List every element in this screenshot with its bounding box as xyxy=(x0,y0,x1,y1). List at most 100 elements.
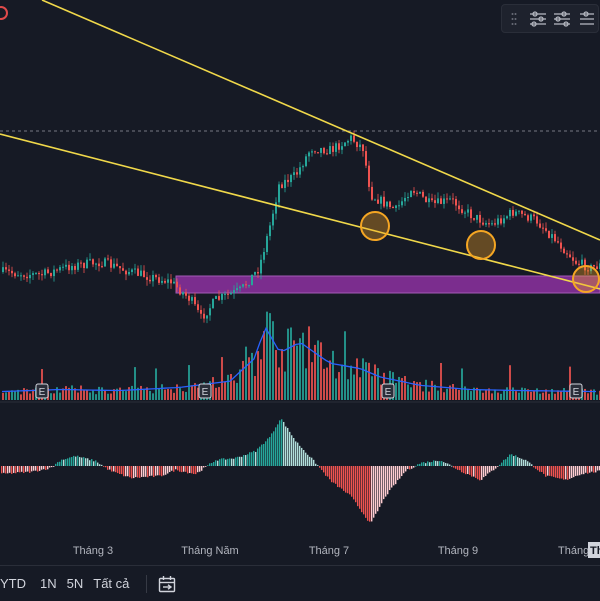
volume-bar xyxy=(596,394,598,400)
histogram-bar xyxy=(549,466,551,476)
alert-marker-icon[interactable] xyxy=(0,6,8,20)
volume-bar xyxy=(137,387,139,400)
volume-bar xyxy=(104,390,106,400)
histogram-bar xyxy=(283,421,285,466)
histogram-bar xyxy=(211,463,213,466)
candle xyxy=(239,286,241,289)
candle xyxy=(284,179,286,188)
volume-bar xyxy=(218,387,220,400)
calendar-range-icon[interactable] xyxy=(157,574,177,594)
candle xyxy=(71,266,73,271)
candle xyxy=(221,293,223,300)
volume-bar xyxy=(506,387,508,400)
volume-bar xyxy=(77,392,79,400)
candle xyxy=(593,264,595,267)
histogram-bar xyxy=(119,466,121,474)
histogram-bar xyxy=(275,427,277,466)
histogram-bar xyxy=(145,466,147,477)
volume-bar xyxy=(248,357,250,400)
histogram-bar xyxy=(537,466,539,471)
histogram-bar xyxy=(595,466,597,473)
candle xyxy=(536,216,538,224)
histogram-bar xyxy=(395,466,397,485)
candle xyxy=(134,268,136,270)
histogram-bar xyxy=(221,458,223,466)
volume-bar xyxy=(236,382,238,400)
volume-bar xyxy=(554,393,556,400)
histogram-bar xyxy=(583,466,585,475)
volume-bar xyxy=(272,321,274,400)
candle xyxy=(392,206,394,209)
indicator-settings-icon[interactable] xyxy=(526,9,550,29)
volume-bar xyxy=(587,393,589,400)
histogram-bar xyxy=(407,466,409,469)
histogram-bar xyxy=(311,457,313,466)
histogram-bar xyxy=(109,466,111,470)
candle xyxy=(149,279,151,282)
earnings-marker-label: E xyxy=(385,387,392,398)
chart-canvas[interactable]: E E E E Tháng 3 Tháng Năm Tháng 7 Tháng 9 T… xyxy=(0,0,600,565)
volume-bar xyxy=(485,389,487,400)
histogram-bar xyxy=(81,457,83,466)
candle xyxy=(206,315,208,319)
volume-bar xyxy=(515,391,517,400)
candle xyxy=(98,263,100,267)
indicator-settings-icon-2[interactable] xyxy=(550,9,574,29)
histogram-bar xyxy=(423,462,425,466)
histogram-bar xyxy=(503,459,505,466)
histogram-bar xyxy=(97,462,99,466)
histogram-bar xyxy=(375,466,377,514)
histogram-bar xyxy=(327,466,329,477)
volume-bar xyxy=(536,388,538,400)
histogram-bar xyxy=(137,466,139,478)
histogram-bar xyxy=(79,457,81,466)
histogram-bar xyxy=(597,466,599,471)
volume-bar xyxy=(116,388,118,400)
histogram-bar xyxy=(313,459,315,466)
volume-bar xyxy=(338,372,340,400)
histogram-bar xyxy=(429,462,431,466)
candle xyxy=(227,293,229,295)
histogram-bar xyxy=(149,466,151,476)
range-ytd-button[interactable]: YTD xyxy=(0,576,26,591)
histogram-bar xyxy=(529,462,531,466)
drag-handle-icon[interactable] xyxy=(502,9,526,29)
histogram-bar xyxy=(359,466,361,509)
candle xyxy=(155,274,157,278)
range-all-button[interactable]: Tất cả xyxy=(93,576,130,591)
candle xyxy=(299,167,301,175)
histogram-bar xyxy=(187,466,189,474)
candle xyxy=(287,179,289,183)
volume-ma-line xyxy=(1,326,596,393)
candle xyxy=(545,228,547,231)
candle xyxy=(308,152,310,157)
volume-bar xyxy=(278,367,280,400)
candle xyxy=(560,242,562,249)
histogram-bar xyxy=(51,466,53,468)
histogram-bar xyxy=(437,461,439,466)
histogram-bar xyxy=(295,441,297,466)
histogram-bar xyxy=(297,442,299,466)
histogram-bar xyxy=(385,466,387,497)
histogram-bar xyxy=(301,447,303,466)
histogram-bar xyxy=(161,466,163,477)
volume-bar xyxy=(545,389,547,400)
histogram-bar xyxy=(305,452,307,466)
candle xyxy=(50,272,52,277)
histogram-bar xyxy=(525,459,527,466)
volume-bar xyxy=(68,387,70,400)
candle xyxy=(248,285,250,287)
indicator-settings-icon-3[interactable] xyxy=(574,9,598,29)
histogram-bar xyxy=(291,435,293,466)
histogram-bar xyxy=(493,466,495,471)
histogram-bar xyxy=(495,466,497,469)
volume-bar xyxy=(197,387,199,400)
range-5n-button[interactable]: 5N xyxy=(66,576,84,591)
histogram-bar xyxy=(557,466,559,479)
earnings-marker xyxy=(381,383,395,399)
histogram-bar xyxy=(419,463,421,466)
volume-bar xyxy=(374,364,376,400)
range-1n-button[interactable]: 1N xyxy=(40,576,57,591)
histogram-bar xyxy=(77,455,79,466)
